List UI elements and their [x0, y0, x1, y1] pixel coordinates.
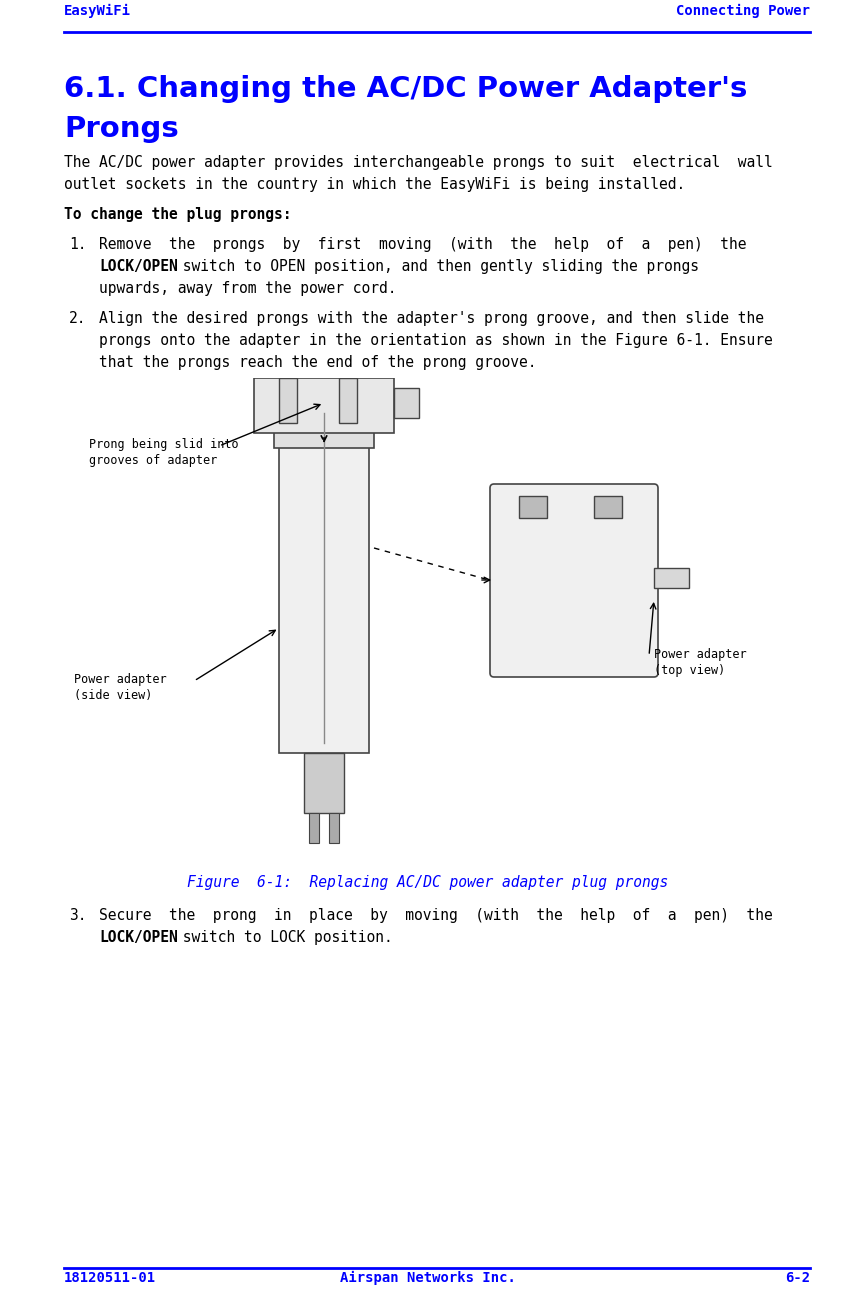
Bar: [274, 403, 374, 448]
Text: upwards, away from the power cord.: upwards, away from the power cord.: [99, 281, 397, 296]
Text: LOCK/OPEN: LOCK/OPEN: [99, 259, 177, 274]
Text: switch to LOCK position.: switch to LOCK position.: [174, 930, 393, 945]
Bar: [519, 497, 547, 517]
Bar: [279, 403, 369, 753]
Bar: [594, 497, 622, 517]
Text: switch to OPEN position, and then gently sliding the prongs: switch to OPEN position, and then gently…: [174, 259, 699, 274]
Text: 6-2: 6-2: [785, 1271, 810, 1284]
Text: prongs onto the adapter in the orientation as shown in the Figure 6-1. Ensure: prongs onto the adapter in the orientati…: [99, 333, 773, 348]
Text: The AC/DC power adapter provides interchangeable prongs to suit  electrical  wal: The AC/DC power adapter provides interch…: [64, 155, 773, 170]
Bar: [339, 378, 357, 422]
Text: Connecting Power: Connecting Power: [676, 4, 810, 18]
Text: Power adapter: Power adapter: [654, 647, 746, 660]
Text: 18120511-01: 18120511-01: [64, 1271, 156, 1284]
Text: grooves of adapter: grooves of adapter: [89, 454, 218, 467]
Text: To change the plug prongs:: To change the plug prongs:: [64, 207, 291, 222]
Text: Prongs: Prongs: [64, 114, 179, 143]
Text: LOCK/OPEN: LOCK/OPEN: [99, 930, 177, 945]
Text: 3.: 3.: [69, 907, 87, 923]
FancyBboxPatch shape: [490, 484, 658, 677]
Text: Power adapter: Power adapter: [74, 673, 166, 686]
Text: EasyWiFi: EasyWiFi: [64, 4, 131, 18]
Text: that the prongs reach the end of the prong groove.: that the prongs reach the end of the pro…: [99, 355, 536, 370]
Text: Figure  6-1:  Replacing AC/DC power adapter plug prongs: Figure 6-1: Replacing AC/DC power adapte…: [188, 875, 668, 891]
Text: Airspan Networks Inc.: Airspan Networks Inc.: [340, 1271, 516, 1284]
Text: Prong being slid into: Prong being slid into: [89, 438, 238, 451]
Text: Remove  the  prongs  by  first  moving  (with  the  help  of  a  pen)  the: Remove the prongs by first moving (with …: [99, 237, 746, 252]
Text: (side view): (side view): [74, 689, 153, 702]
Text: Secure  the  prong  in  place  by  moving  (with  the  help  of  a  pen)  the: Secure the prong in place by moving (wit…: [99, 907, 773, 923]
Bar: [329, 812, 339, 842]
Text: outlet sockets in the country in which the EasyWiFi is being installed.: outlet sockets in the country in which t…: [64, 177, 686, 192]
Text: (top view): (top view): [654, 664, 725, 677]
Text: 6.1. Changing the AC/DC Power Adapter's: 6.1. Changing the AC/DC Power Adapter's: [64, 75, 747, 103]
Bar: [394, 387, 419, 419]
Bar: [654, 568, 689, 588]
Text: 2.: 2.: [69, 311, 87, 326]
FancyBboxPatch shape: [254, 378, 394, 433]
Bar: [279, 378, 297, 422]
Text: 1.: 1.: [69, 237, 87, 252]
Bar: [304, 753, 344, 812]
Text: Align the desired prongs with the adapter's prong groove, and then slide the: Align the desired prongs with the adapte…: [99, 311, 764, 326]
Bar: [309, 812, 319, 842]
